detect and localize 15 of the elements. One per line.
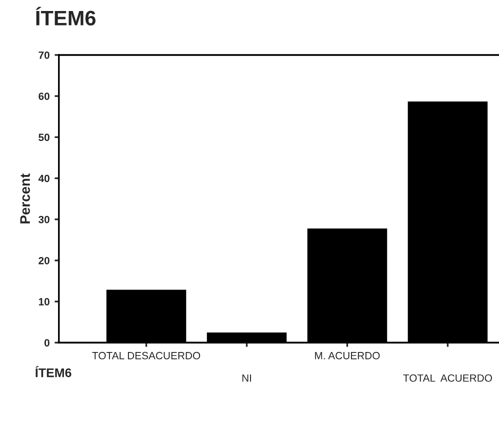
x-axis-title: ÍTEM6 bbox=[36, 366, 72, 378]
y-tick-label: 0 bbox=[44, 339, 50, 347]
x-tick-label: M. ACUERDO bbox=[315, 352, 380, 360]
x-tick-label: TOTAL ACUERDO bbox=[403, 374, 492, 382]
y-axis-title: Percent bbox=[20, 174, 30, 224]
y-tick-label: 20 bbox=[38, 256, 50, 264]
y-tick-label: 70 bbox=[38, 51, 50, 59]
y-tick-label: 60 bbox=[38, 92, 50, 100]
y-tick-label: 30 bbox=[38, 216, 50, 224]
y-tick-label: 40 bbox=[38, 174, 50, 182]
y-tick-label: 10 bbox=[38, 298, 50, 306]
x-tick-label: TOTAL DESACUERDO bbox=[92, 352, 200, 360]
chart-title: ÍTEM6 bbox=[36, 6, 96, 26]
y-tick-label: 50 bbox=[38, 134, 50, 142]
x-tick-label: NI bbox=[242, 374, 252, 382]
